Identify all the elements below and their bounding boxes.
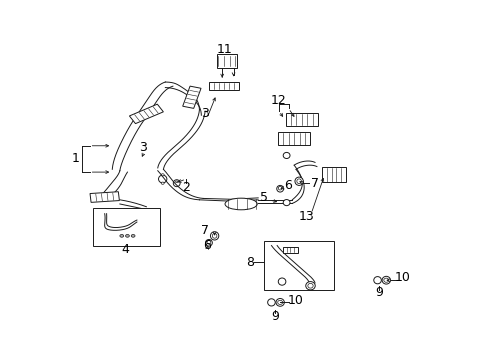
Ellipse shape xyxy=(210,232,218,240)
Ellipse shape xyxy=(383,278,388,282)
Ellipse shape xyxy=(307,283,312,288)
Text: 7: 7 xyxy=(201,224,209,237)
Text: 12: 12 xyxy=(271,94,286,107)
Text: 8: 8 xyxy=(246,256,254,269)
Text: 4: 4 xyxy=(122,243,129,256)
Ellipse shape xyxy=(212,234,217,238)
FancyBboxPatch shape xyxy=(283,247,297,253)
Ellipse shape xyxy=(283,199,289,206)
Ellipse shape xyxy=(158,175,166,183)
Bar xyxy=(216,54,237,68)
Ellipse shape xyxy=(109,211,117,219)
Ellipse shape xyxy=(112,218,115,220)
Text: 3: 3 xyxy=(201,107,209,120)
Text: 1: 1 xyxy=(71,152,80,165)
Ellipse shape xyxy=(205,239,212,246)
Text: 9: 9 xyxy=(271,310,279,323)
Text: 5: 5 xyxy=(259,190,267,203)
Text: 6: 6 xyxy=(203,239,210,252)
Ellipse shape xyxy=(278,186,282,190)
Ellipse shape xyxy=(161,182,164,184)
Ellipse shape xyxy=(296,179,301,184)
FancyBboxPatch shape xyxy=(183,86,201,108)
Text: 6: 6 xyxy=(284,179,292,193)
Text: 2: 2 xyxy=(182,181,190,194)
Ellipse shape xyxy=(206,240,210,244)
Text: 7: 7 xyxy=(310,177,318,190)
FancyBboxPatch shape xyxy=(129,104,163,123)
Text: 9: 9 xyxy=(375,286,383,299)
Ellipse shape xyxy=(161,174,164,176)
Ellipse shape xyxy=(267,299,275,306)
Ellipse shape xyxy=(277,300,282,305)
Bar xyxy=(264,242,333,290)
Ellipse shape xyxy=(276,185,283,192)
FancyBboxPatch shape xyxy=(321,167,346,183)
FancyBboxPatch shape xyxy=(278,132,310,145)
FancyBboxPatch shape xyxy=(285,113,317,126)
Ellipse shape xyxy=(278,278,285,285)
Ellipse shape xyxy=(373,276,381,284)
Ellipse shape xyxy=(305,282,315,290)
Text: 11: 11 xyxy=(216,43,231,56)
Ellipse shape xyxy=(112,210,115,212)
Ellipse shape xyxy=(131,234,135,237)
Text: 13: 13 xyxy=(298,210,314,223)
Text: 10: 10 xyxy=(393,271,409,284)
Ellipse shape xyxy=(224,198,257,210)
FancyBboxPatch shape xyxy=(90,192,119,202)
Ellipse shape xyxy=(275,298,284,306)
Ellipse shape xyxy=(381,276,389,284)
Text: 10: 10 xyxy=(287,294,303,307)
Bar xyxy=(93,208,159,246)
FancyBboxPatch shape xyxy=(208,82,239,90)
Ellipse shape xyxy=(175,181,178,183)
Ellipse shape xyxy=(173,180,180,186)
Ellipse shape xyxy=(283,152,289,158)
Ellipse shape xyxy=(294,177,303,185)
Ellipse shape xyxy=(120,234,123,237)
Ellipse shape xyxy=(125,234,129,237)
Text: 3: 3 xyxy=(139,141,146,154)
